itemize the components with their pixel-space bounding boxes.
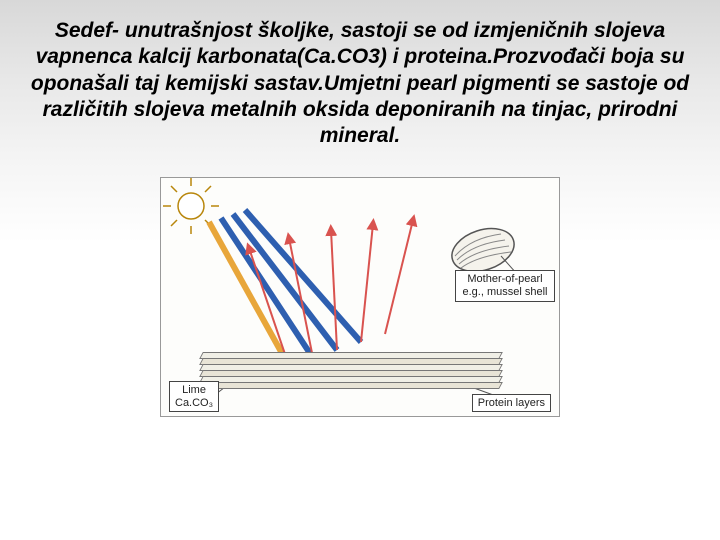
slide-heading: Sedef- unutrašnjost školjke, sastoji se …: [0, 0, 720, 159]
protein-layer: [199, 382, 503, 389]
label-protein: Protein layers: [472, 394, 551, 413]
label-mother-of-pearl: Mother-of-pearle.g., mussel shell: [455, 270, 555, 301]
label-lime: LimeCa.CO₃: [169, 381, 219, 412]
diagram-container: Mother-of-pearle.g., mussel shell LimeCa…: [0, 177, 720, 417]
pearl-diagram: Mother-of-pearle.g., mussel shell LimeCa…: [160, 177, 560, 417]
layer-stack: [201, 352, 501, 388]
